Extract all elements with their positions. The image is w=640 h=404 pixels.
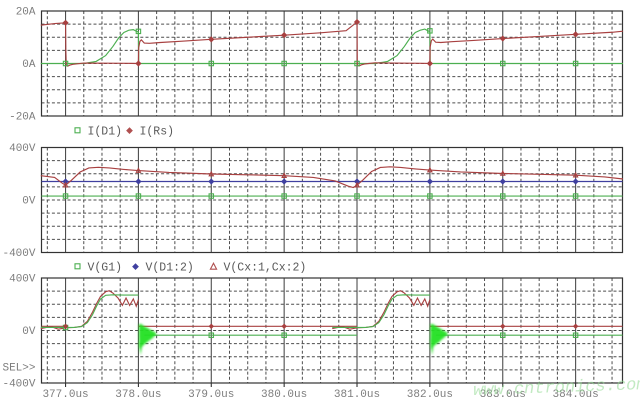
svg-text:SEL>>: SEL>>: [2, 363, 35, 375]
svg-text:400V: 400V: [9, 274, 36, 286]
svg-text:400V: 400V: [9, 143, 36, 155]
svg-text:378.0us: 378.0us: [115, 389, 161, 401]
svg-text:-20A: -20A: [9, 112, 36, 124]
svg-text:-400V: -400V: [2, 379, 35, 391]
svg-text:V(G1): V(G1): [88, 262, 123, 275]
svg-text:381.0us: 381.0us: [334, 389, 380, 401]
svg-text:0V: 0V: [22, 196, 36, 208]
svg-text:I(Rs): I(Rs): [140, 126, 175, 139]
svg-text:0V: 0V: [22, 326, 36, 338]
svg-text:382.0us: 382.0us: [407, 389, 453, 401]
svg-text:V(D1:2): V(D1:2): [146, 262, 194, 275]
svg-text:379.0us: 379.0us: [188, 389, 234, 401]
svg-text:380.0us: 380.0us: [261, 389, 307, 401]
svg-text:I(D1): I(D1): [88, 126, 123, 139]
svg-text:0A: 0A: [22, 59, 36, 71]
svg-text:V(Cx:1,Cx:2): V(Cx:1,Cx:2): [224, 262, 307, 275]
svg-text:20A: 20A: [16, 7, 36, 19]
svg-text:377.0us: 377.0us: [42, 389, 88, 401]
svg-text:-400V: -400V: [2, 248, 35, 260]
